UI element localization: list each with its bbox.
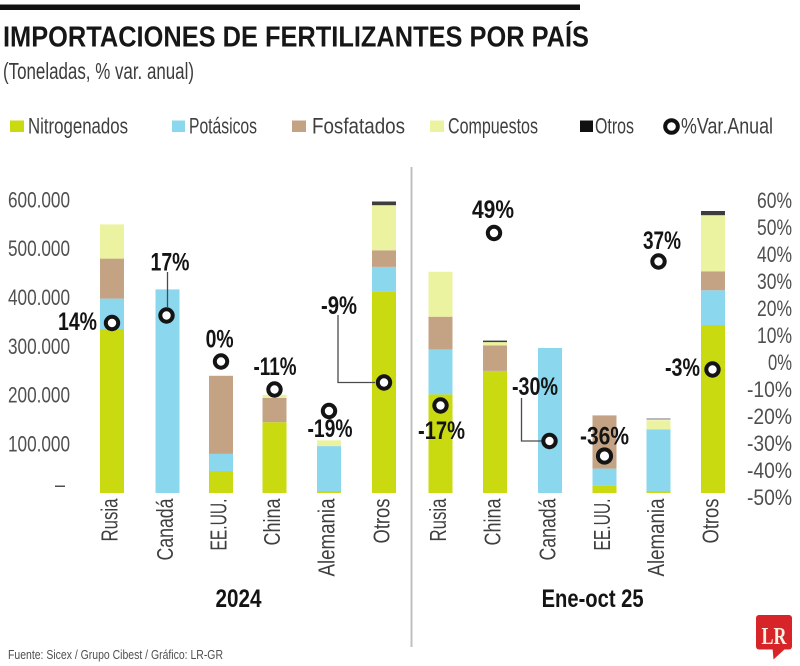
svg-text:17%: 17% — [151, 249, 190, 277]
svg-text:Compuestos: Compuestos — [448, 114, 538, 139]
svg-text:-9%: -9% — [321, 292, 357, 320]
svg-text:-10%: -10% — [747, 377, 792, 402]
svg-text:60%: 60% — [757, 188, 792, 213]
svg-text:Canadá: Canadá — [152, 498, 178, 560]
svg-text:LR: LR — [762, 624, 787, 650]
svg-text:Alemania: Alemania — [643, 498, 669, 576]
svg-text:Potásicos: Potásicos — [189, 114, 257, 139]
svg-text:14%: 14% — [58, 308, 97, 336]
svg-text:600.000: 600.000 — [8, 187, 70, 212]
svg-text:Rusia: Rusia — [97, 498, 123, 541]
svg-text:-40%: -40% — [747, 458, 792, 483]
svg-text:-19%: -19% — [308, 415, 353, 443]
svg-text:-11%: -11% — [254, 353, 297, 381]
svg-text:EE.UU.: EE.UU. — [589, 499, 615, 551]
svg-text:10%: 10% — [757, 323, 792, 348]
svg-text:Alemania: Alemania — [314, 498, 340, 576]
svg-text:-17%: -17% — [418, 417, 465, 445]
svg-text:37%: 37% — [643, 227, 681, 255]
svg-text:–: – — [55, 472, 66, 497]
svg-text:Fuente: Sicex / Grupo Cibest /: Fuente: Sicex / Grupo Cibest / Gráfico: … — [8, 647, 223, 662]
svg-text:China: China — [259, 498, 285, 545]
svg-text:49%: 49% — [472, 196, 514, 224]
svg-text:400.000: 400.000 — [8, 285, 70, 310]
svg-text:0%: 0% — [206, 326, 234, 354]
svg-text:China: China — [480, 498, 506, 545]
svg-text:-36%: -36% — [580, 423, 629, 451]
svg-text:40%: 40% — [757, 242, 792, 267]
svg-text:0%: 0% — [768, 350, 792, 375]
svg-text:Otros: Otros — [698, 499, 724, 544]
svg-text:Fosfatados: Fosfatados — [312, 114, 405, 139]
svg-text:Canadá: Canadá — [535, 498, 561, 560]
svg-text:-30%: -30% — [512, 373, 558, 401]
svg-text:100.000: 100.000 — [8, 432, 70, 457]
svg-text:20%: 20% — [757, 296, 792, 321]
svg-text:500.000: 500.000 — [8, 236, 70, 261]
svg-text:Otros: Otros — [595, 114, 634, 139]
svg-text:Ene-oct 25: Ene-oct 25 — [542, 585, 644, 613]
svg-text:%Var.Anual: %Var.Anual — [681, 114, 773, 139]
svg-text:-20%: -20% — [747, 404, 792, 429]
svg-text:Rusia: Rusia — [425, 498, 451, 541]
svg-text:IMPORTACIONES DE FERTILIZANTES: IMPORTACIONES DE FERTILIZANTES POR PAÍS — [3, 20, 589, 54]
svg-text:Otros: Otros — [369, 499, 395, 544]
svg-text:Nitrogenados: Nitrogenados — [28, 114, 128, 139]
svg-text:30%: 30% — [757, 269, 792, 294]
svg-text:200.000: 200.000 — [8, 383, 70, 408]
svg-text:EE.UU.: EE.UU. — [206, 499, 232, 551]
svg-text:-30%: -30% — [747, 431, 792, 456]
svg-text:2024: 2024 — [216, 585, 262, 613]
svg-text:300.000: 300.000 — [8, 334, 70, 359]
svg-text:-50%: -50% — [747, 485, 792, 510]
svg-text:-3%: -3% — [665, 354, 700, 382]
svg-text:50%: 50% — [757, 215, 792, 240]
svg-text:(Toneladas, % var. anual): (Toneladas, % var. anual) — [3, 58, 194, 84]
